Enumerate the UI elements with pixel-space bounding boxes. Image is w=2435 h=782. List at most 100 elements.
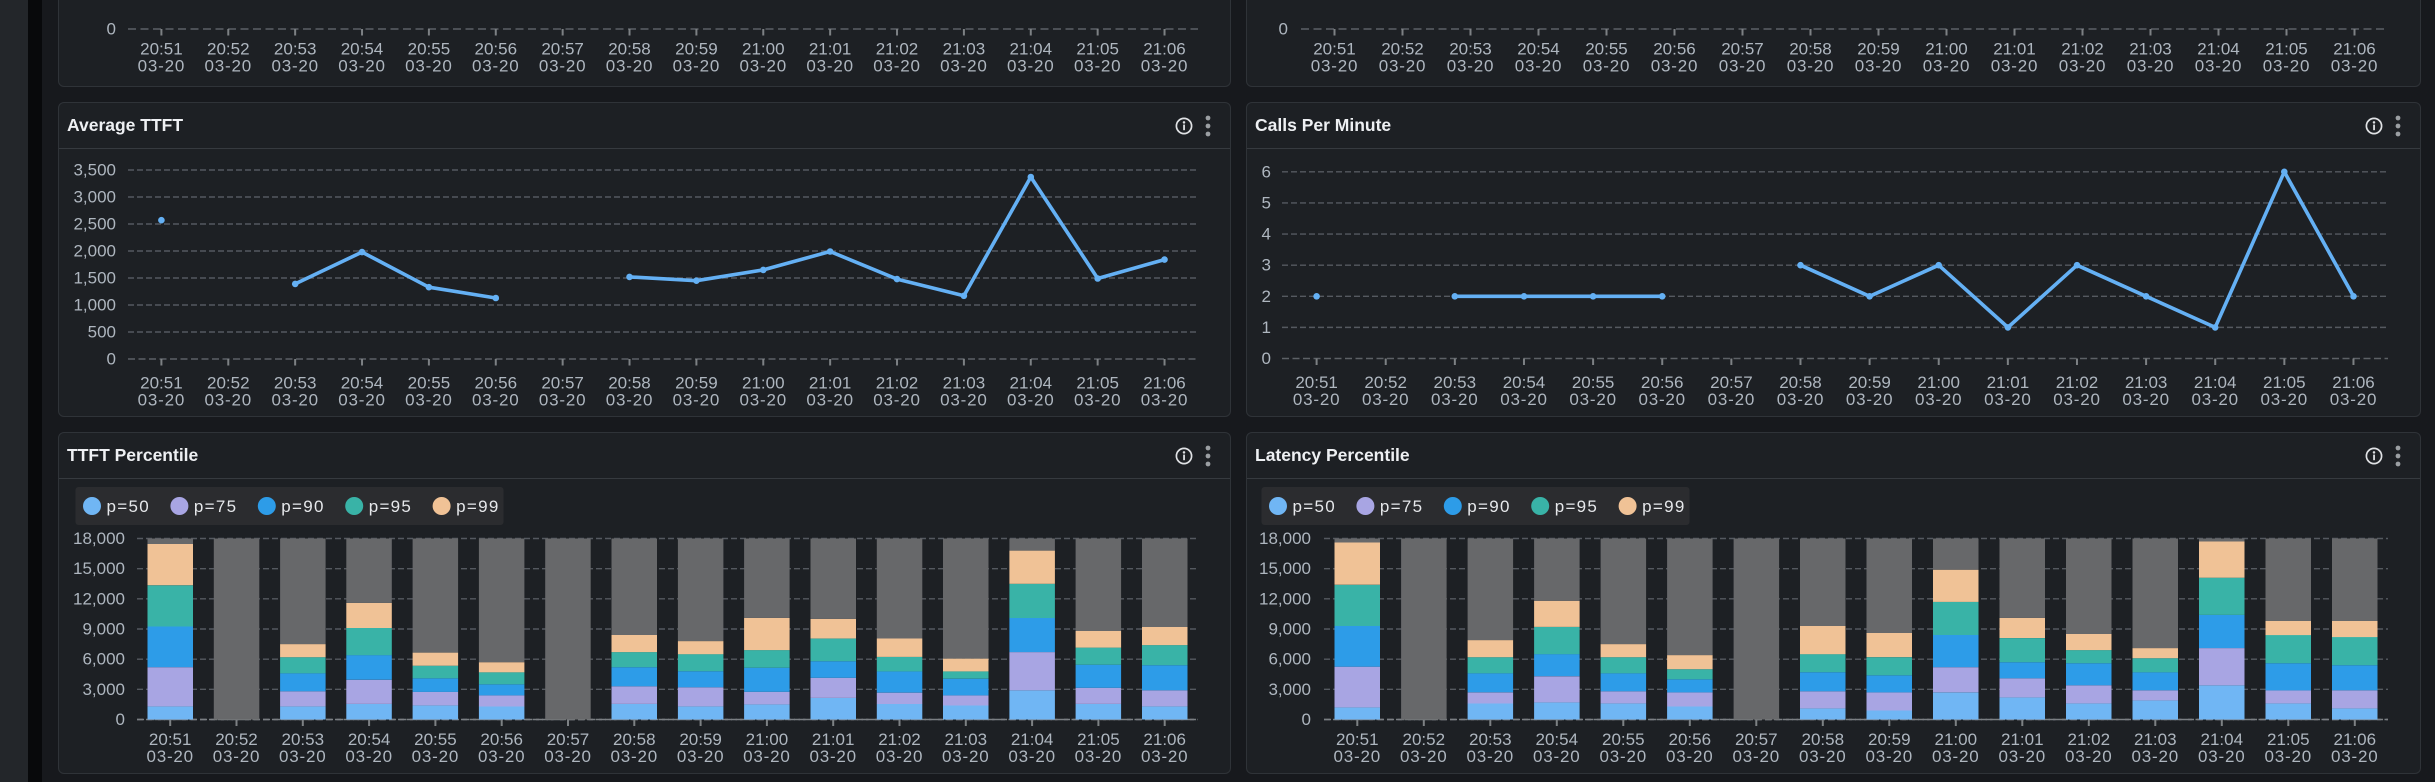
svg-text:21:03: 21:03 (945, 730, 988, 749)
svg-text:03-20: 03-20 (1999, 747, 2046, 766)
svg-text:03-20: 03-20 (472, 57, 519, 76)
svg-text:03-20: 03-20 (2195, 57, 2242, 76)
svg-text:12,000: 12,000 (73, 589, 125, 608)
svg-text:0: 0 (1302, 710, 1311, 729)
svg-text:03-20: 03-20 (1666, 747, 1713, 766)
svg-text:03-20: 03-20 (677, 747, 724, 766)
svg-text:500: 500 (88, 323, 116, 342)
svg-text:03-20: 03-20 (1787, 57, 1834, 76)
svg-text:21:01: 21:01 (809, 374, 852, 393)
svg-text:03-20: 03-20 (213, 747, 260, 766)
svg-text:p=50: p=50 (1293, 497, 1337, 516)
svg-text:4: 4 (1262, 225, 1271, 244)
svg-text:6,000: 6,000 (1268, 650, 1311, 669)
svg-text:03-20: 03-20 (405, 391, 452, 410)
svg-text:03-20: 03-20 (1915, 390, 1962, 409)
svg-text:20:52: 20:52 (1364, 373, 1407, 392)
svg-text:21:02: 21:02 (876, 374, 919, 393)
svg-text:20:51: 20:51 (1313, 40, 1356, 59)
svg-text:20:58: 20:58 (1779, 373, 1822, 392)
svg-text:03-20: 03-20 (1007, 391, 1054, 410)
svg-text:21:06: 21:06 (2332, 373, 2375, 392)
svg-text:21:03: 21:03 (943, 374, 986, 393)
svg-text:21:06: 21:06 (1143, 730, 1186, 749)
svg-text:21:04: 21:04 (2194, 373, 2237, 392)
svg-text:03-20: 03-20 (1467, 747, 1514, 766)
svg-text:21:05: 21:05 (1076, 374, 1119, 393)
svg-text:p=99: p=99 (1642, 497, 1686, 516)
svg-text:20:57: 20:57 (1721, 40, 1764, 59)
svg-text:21:02: 21:02 (878, 730, 921, 749)
svg-text:21:02: 21:02 (2068, 730, 2111, 749)
svg-text:03-20: 03-20 (1074, 391, 1121, 410)
svg-text:20:53: 20:53 (274, 40, 317, 59)
svg-text:03-20: 03-20 (472, 391, 519, 410)
svg-text:03-20: 03-20 (1141, 391, 1188, 410)
svg-text:03-20: 03-20 (138, 391, 185, 410)
svg-text:03-20: 03-20 (1932, 747, 1979, 766)
svg-text:20:59: 20:59 (1868, 730, 1911, 749)
svg-text:p=90: p=90 (281, 497, 325, 516)
svg-text:20:56: 20:56 (475, 374, 518, 393)
svg-text:03-20: 03-20 (338, 57, 385, 76)
svg-text:20:59: 20:59 (679, 730, 722, 749)
svg-text:03-20: 03-20 (1583, 57, 1630, 76)
svg-text:21:06: 21:06 (1143, 374, 1186, 393)
svg-text:9,000: 9,000 (1268, 620, 1311, 639)
svg-text:20:59: 20:59 (675, 40, 718, 59)
svg-text:21:00: 21:00 (742, 40, 785, 59)
svg-text:03-20: 03-20 (806, 391, 853, 410)
svg-text:03-20: 03-20 (1533, 747, 1580, 766)
svg-text:20:53: 20:53 (1434, 373, 1477, 392)
svg-text:20:55: 20:55 (1572, 373, 1615, 392)
svg-text:20:56: 20:56 (1641, 373, 1684, 392)
svg-text:03-20: 03-20 (2265, 747, 2312, 766)
svg-text:21:03: 21:03 (2125, 373, 2168, 392)
svg-text:20:52: 20:52 (1381, 40, 1424, 59)
svg-text:0: 0 (1262, 349, 1271, 368)
svg-text:20:58: 20:58 (1802, 730, 1845, 749)
svg-text:20:57: 20:57 (1710, 373, 1753, 392)
svg-text:15,000: 15,000 (73, 559, 125, 578)
svg-text:03-20: 03-20 (740, 57, 787, 76)
svg-text:03-20: 03-20 (2191, 390, 2238, 409)
svg-text:03-20: 03-20 (338, 391, 385, 410)
svg-text:20:58: 20:58 (608, 40, 651, 59)
svg-text:03-20: 03-20 (205, 57, 252, 76)
svg-text:20:54: 20:54 (341, 40, 384, 59)
svg-text:03-20: 03-20 (271, 391, 318, 410)
svg-text:03-20: 03-20 (2059, 57, 2106, 76)
svg-text:20:59: 20:59 (1848, 373, 1891, 392)
svg-text:1,500: 1,500 (73, 269, 116, 288)
svg-text:p=99: p=99 (456, 497, 500, 516)
svg-text:21:02: 21:02 (2056, 373, 2099, 392)
svg-text:03-20: 03-20 (1799, 747, 1846, 766)
svg-text:03-20: 03-20 (2263, 57, 2310, 76)
svg-text:03-20: 03-20 (1984, 390, 2031, 409)
svg-text:20:55: 20:55 (408, 374, 451, 393)
svg-text:03-20: 03-20 (1311, 57, 1358, 76)
svg-text:p=75: p=75 (1380, 497, 1424, 516)
svg-text:03-20: 03-20 (1431, 390, 1478, 409)
svg-text:3: 3 (1262, 256, 1271, 275)
svg-text:21:00: 21:00 (746, 730, 789, 749)
svg-text:03-20: 03-20 (1600, 747, 1647, 766)
svg-text:21:01: 21:01 (812, 730, 855, 749)
svg-text:20:56: 20:56 (480, 730, 523, 749)
svg-text:20:57: 20:57 (1735, 730, 1778, 749)
svg-text:21:03: 21:03 (2129, 40, 2172, 59)
svg-text:20:56: 20:56 (1653, 40, 1696, 59)
svg-text:3,000: 3,000 (73, 188, 116, 207)
svg-text:21:05: 21:05 (2267, 730, 2310, 749)
svg-text:3,000: 3,000 (82, 680, 125, 699)
svg-text:03-20: 03-20 (809, 747, 856, 766)
svg-text:03-20: 03-20 (673, 391, 720, 410)
svg-text:20:54: 20:54 (348, 730, 391, 749)
svg-text:2,000: 2,000 (73, 242, 116, 261)
svg-text:03-20: 03-20 (2330, 390, 2377, 409)
svg-text:03-20: 03-20 (2132, 747, 2179, 766)
svg-text:03-20: 03-20 (1733, 747, 1780, 766)
svg-text:21:01: 21:01 (2001, 730, 2044, 749)
svg-text:03-20: 03-20 (2331, 747, 2378, 766)
svg-text:03-20: 03-20 (138, 57, 185, 76)
